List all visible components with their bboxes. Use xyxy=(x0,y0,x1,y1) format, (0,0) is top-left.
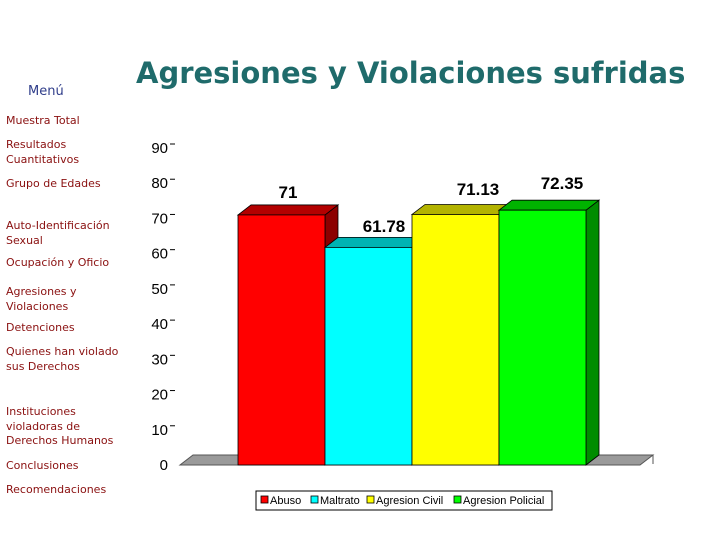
menu-item-instituciones-violadoras[interactable]: Instituciones violadoras de Derechos Hum… xyxy=(6,405,114,447)
legend-label: Agresion Policial xyxy=(463,495,544,507)
bar-top xyxy=(236,204,340,216)
legend: Abuso Maltrato Agresion Civil Agresion Poli… xyxy=(255,490,553,511)
bar-top xyxy=(497,199,601,211)
menu-item-auto-identificacion-sexual[interactable]: Auto-Identificación Sexual xyxy=(6,219,110,247)
bar-agresion-civil xyxy=(410,203,514,466)
sidebar-menu: Menú Muestra Total Resultados Cuantitati… xyxy=(0,0,130,540)
data-labels: 71 61.78 71.13 72.35 xyxy=(279,174,584,236)
menu-item-resultados-cuantitativos[interactable]: Resultados Cuantitativos xyxy=(6,138,80,166)
y-tick-label: 0 xyxy=(160,457,168,474)
menu-item-muestra-total[interactable]: Muestra Total xyxy=(6,114,80,127)
bar-top xyxy=(410,204,514,215)
data-label: 71.13 xyxy=(457,180,500,199)
menu-item-quienes-han-violado[interactable]: Quienes han violado sus Derechos xyxy=(6,345,119,373)
bar-series xyxy=(236,199,601,466)
data-label: 61.78 xyxy=(363,217,406,236)
y-tick-label: 80 xyxy=(151,175,168,192)
legend-label: Abuso xyxy=(270,495,301,507)
bar-maltrato xyxy=(323,236,427,466)
legend-swatch xyxy=(366,495,375,504)
y-tick-label: 50 xyxy=(151,281,168,298)
y-tick-label: 20 xyxy=(151,387,168,404)
bar-top xyxy=(323,236,427,248)
menu-item-detenciones[interactable]: Detenciones xyxy=(6,321,75,334)
bar-agresion-policial xyxy=(497,199,601,466)
y-tick-label: 40 xyxy=(151,316,168,333)
y-tick-label: 60 xyxy=(151,246,168,263)
menu-item-conclusiones[interactable]: Conclusiones xyxy=(6,459,79,472)
bar-side xyxy=(585,199,600,466)
legend-box xyxy=(255,490,553,511)
legend-label: Agresion Civil xyxy=(376,495,443,507)
menu-item-recomendaciones[interactable]: Recomendaciones xyxy=(6,483,107,496)
bar-front xyxy=(411,214,500,466)
y-tick-label: 90 xyxy=(151,140,168,157)
menu-item-agresiones-y-violaciones[interactable]: Agresiones y Violaciones xyxy=(6,285,77,313)
data-label: 72.35 xyxy=(541,174,584,193)
legend-label: Maltrato xyxy=(320,495,360,507)
legend-swatch xyxy=(310,495,319,504)
page-title: Agresiones y Violaciones sufridas xyxy=(136,56,686,90)
bar-front xyxy=(237,214,326,466)
bar-front xyxy=(324,246,413,466)
data-label: 71 xyxy=(279,183,298,202)
legend-swatch xyxy=(453,495,462,504)
legend-swatch xyxy=(260,495,269,504)
menu-item-ocupacion-y-oficio[interactable]: Ocupación y Oficio xyxy=(6,256,110,269)
bar-abuso xyxy=(236,204,340,466)
y-tick-label: 10 xyxy=(151,422,168,439)
y-tick-label: 70 xyxy=(151,210,168,227)
menu-item-grupo-de-edades[interactable]: Grupo de Edades xyxy=(6,177,101,190)
y-axis: 0 10 20 30 40 50 60 70 80 90 xyxy=(151,140,175,474)
bar-front xyxy=(498,209,587,466)
menu-title: Menú xyxy=(28,84,64,99)
y-tick-label: 30 xyxy=(151,351,168,368)
